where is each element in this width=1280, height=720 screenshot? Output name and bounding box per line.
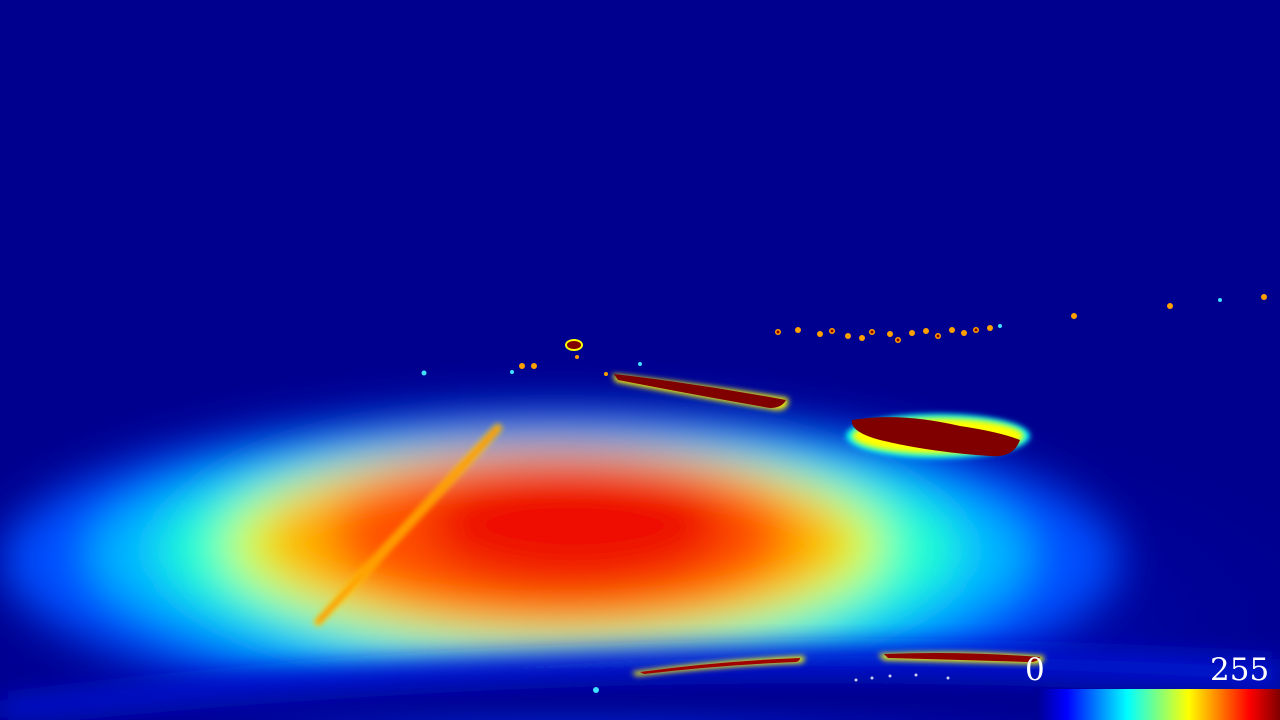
bright-object-bottom-left: [632, 656, 805, 676]
colorbar-max-label: 255: [1210, 652, 1270, 688]
bright-object-right: [846, 414, 1030, 458]
bright-object-small: [565, 339, 583, 351]
hood-shadow: [0, 646, 1280, 720]
bright-object-middle: [612, 374, 789, 410]
bright-objects: [565, 339, 1044, 676]
ground-hotspot: [0, 410, 1120, 710]
colorbar: [1036, 689, 1280, 720]
distant-speckles: [421, 294, 1267, 693]
bright-object-bottom-right: [878, 652, 1044, 664]
colorbar-gradient: [1036, 689, 1280, 720]
lane-streak: [314, 424, 502, 626]
colorbar-min-label: 0: [1025, 652, 1045, 688]
